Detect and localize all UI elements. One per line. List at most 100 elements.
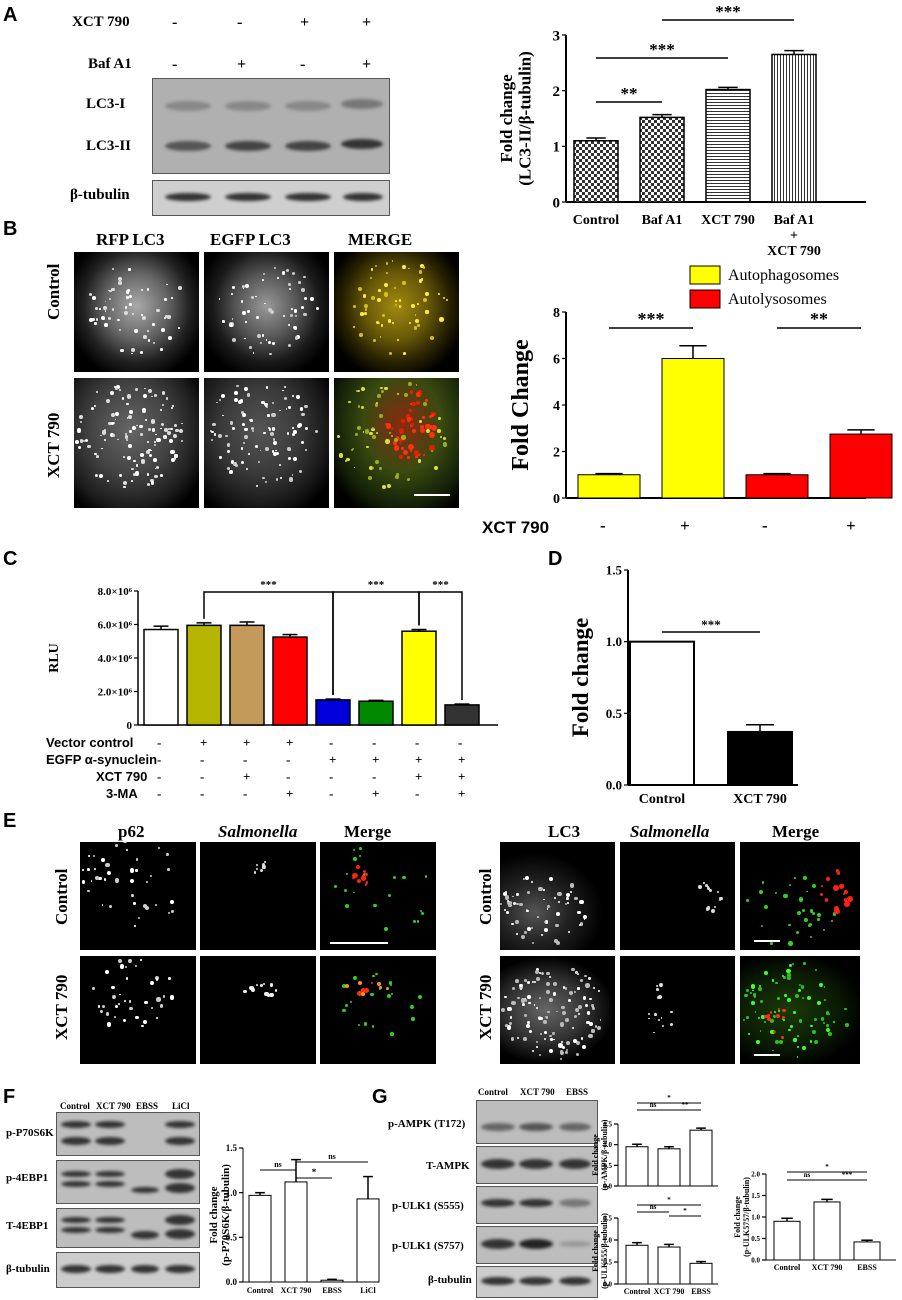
c-treatment-sign: + — [372, 786, 380, 801]
c-treatment-sign: + — [286, 786, 294, 801]
bar — [657, 1148, 681, 1187]
f-blot-label: T-4EBP1 — [6, 1220, 49, 1232]
significance-label: * — [667, 1094, 671, 1102]
chart-d: 0.0 0.5 1.0 1.5 Fold change Control XCT 790 *** — [568, 563, 798, 807]
bar — [229, 624, 265, 726]
y-tick-label: 1.0 — [226, 1188, 238, 1198]
bar — [689, 1129, 713, 1187]
significance-label: ** — [682, 1101, 690, 1109]
category-label: Control — [624, 1287, 651, 1296]
significance-label: ns — [804, 1171, 811, 1179]
y-tick-label: 1.5 — [603, 1120, 612, 1128]
legend-label: Autolysosomes — [728, 291, 827, 308]
c-treatment-sign: - — [286, 769, 291, 784]
y-tick-label: 1.0 — [606, 634, 622, 649]
category-label: Baf A1 — [642, 213, 683, 228]
bar — [577, 474, 641, 499]
significance-label: *** — [432, 579, 449, 591]
bar — [315, 699, 351, 726]
a-sign: + — [362, 56, 372, 73]
panel-label-a: A — [3, 4, 18, 26]
f-blot-t4ebp1 — [56, 1208, 200, 1248]
c-treatment-sign: - — [372, 769, 377, 784]
y-tick-label: 1.5 — [751, 1192, 760, 1200]
c-treatment-label: Vector control — [46, 735, 134, 750]
panel-label-f: F — [3, 1086, 16, 1108]
g-blot-pulk1-757 — [476, 1226, 598, 1264]
category-label: EBSS — [691, 1287, 711, 1296]
y-tick-label: 3 — [553, 28, 561, 44]
e-img-lc3-xct — [500, 956, 615, 1064]
f-blot-p4ebp1 — [56, 1160, 200, 1204]
c-treatment-label: XCT 790 — [96, 769, 148, 784]
g-blot-tubulin — [476, 1266, 598, 1298]
panel-label-e: E — [3, 810, 17, 832]
y-tick-label: 2.0×10⁶ — [98, 686, 133, 698]
y-tick-label: 6.0×10⁶ — [98, 619, 133, 631]
bar — [705, 88, 751, 203]
y-tick-label: 6 — [553, 352, 560, 367]
b-row-xct: XCT 790 — [44, 412, 63, 478]
category-label: EBSS — [322, 1286, 342, 1295]
c-treatment-sign: - — [243, 752, 248, 767]
significance-label: *** — [368, 579, 385, 591]
category-label: Baf A1 + XCT 790 — [767, 213, 821, 259]
significance-label: ** — [810, 309, 828, 329]
c-treatment-sign: - — [243, 786, 248, 801]
y-axis-label: Fold change(p-ULK5757/β-tubulin) — [733, 1177, 751, 1257]
significance-label: *** — [638, 309, 665, 329]
a-sign: - — [237, 14, 243, 31]
bar — [625, 1146, 649, 1187]
f-lane: EBSS — [136, 1101, 159, 1111]
e-img-p62-xct — [80, 956, 196, 1064]
b-xct-label: XCT 790 — [482, 518, 550, 537]
b-col-rfp: RFP LC3 — [96, 230, 165, 249]
bar — [284, 1181, 308, 1283]
y-tick-label: 0.0 — [226, 1277, 238, 1287]
c-treatment-sign: - — [157, 769, 162, 784]
b-img-rfp-xct — [74, 378, 199, 508]
category-label: XCT 790 — [733, 792, 787, 807]
y-tick-label: 0.5 — [606, 706, 623, 721]
y-axis-label: Fold change(p-ULK555/β-tubulin) — [591, 1213, 609, 1289]
bar — [639, 116, 685, 203]
a-blot-lc3i: LC3-I — [86, 96, 126, 112]
c-treatment-sign: + — [286, 735, 294, 750]
bar — [272, 636, 308, 726]
category-label: XCT 790 — [812, 1263, 843, 1272]
b-col-merge: MERGE — [348, 230, 413, 249]
c-treatment-sign: + — [243, 769, 251, 784]
c-treatment-sign: - — [157, 752, 162, 767]
bar — [143, 628, 179, 726]
y-tick-label: 1 — [553, 140, 561, 156]
y-tick-label: 0.5 — [603, 1258, 612, 1266]
b-xct-sign: + — [846, 516, 856, 535]
a-sign: + — [237, 56, 247, 73]
significance-label: ns — [650, 1101, 657, 1109]
y-tick-label: 1.5 — [603, 1214, 612, 1222]
y-tick-label: 2 — [553, 445, 560, 460]
g-lane: EBSS — [566, 1087, 589, 1097]
y-tick-label: 1.5 — [606, 563, 623, 578]
c-treatment-sign: - — [157, 786, 162, 801]
f-blot-tubulin — [56, 1252, 200, 1288]
y-tick-label: 4 — [553, 399, 560, 414]
y-tick-label: 2 — [553, 84, 561, 100]
significance-label: *** — [260, 579, 277, 591]
panel-label-g: G — [372, 1086, 388, 1108]
significance-label: ns — [328, 1152, 336, 1161]
e-row-xct-2: XCT 790 — [476, 974, 495, 1040]
a-row-xct: XCT 790 — [72, 14, 130, 30]
c-treatment-sign: - — [329, 786, 334, 801]
y-tick-label: 0 — [127, 720, 133, 732]
e-col-salmonella-2: Salmonella — [630, 822, 710, 841]
a-sign: + — [362, 14, 372, 31]
bar — [186, 624, 222, 726]
e-col-merge-2: Merge — [772, 822, 820, 841]
category-label: LiCl — [360, 1286, 376, 1295]
b-xct-sign: - — [600, 516, 606, 535]
g-blot-tampk — [476, 1146, 598, 1184]
category-label: EBSS — [857, 1263, 877, 1272]
a-sign: - — [172, 14, 178, 31]
c-treatment-sign: + — [415, 769, 423, 784]
